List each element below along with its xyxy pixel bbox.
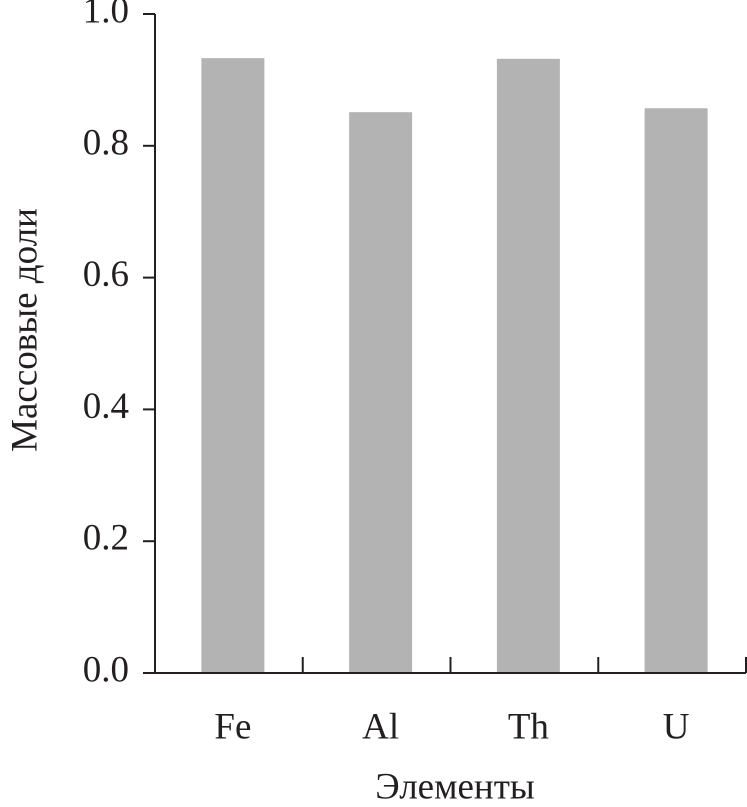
- x-tick-label: Al: [362, 706, 399, 747]
- y-tick-label: 0.2: [83, 518, 129, 559]
- x-tick-label: U: [663, 706, 690, 747]
- y-tick-label: 0.0: [83, 649, 129, 690]
- y-tick-label: 0.4: [83, 386, 129, 427]
- y-tick-label: 0.8: [83, 122, 129, 163]
- y-tick-label: 0.6: [83, 254, 129, 295]
- bar: [644, 108, 708, 673]
- y-axis-label: Массовые доли: [4, 208, 45, 452]
- y-tick-label: 1.0: [83, 0, 129, 31]
- x-axis-label: Элементы: [375, 766, 535, 807]
- x-tick-label: Th: [508, 706, 550, 747]
- x-tick-label: Fe: [214, 706, 251, 747]
- bar: [349, 112, 413, 674]
- bar: [496, 58, 560, 673]
- bar: [201, 58, 265, 673]
